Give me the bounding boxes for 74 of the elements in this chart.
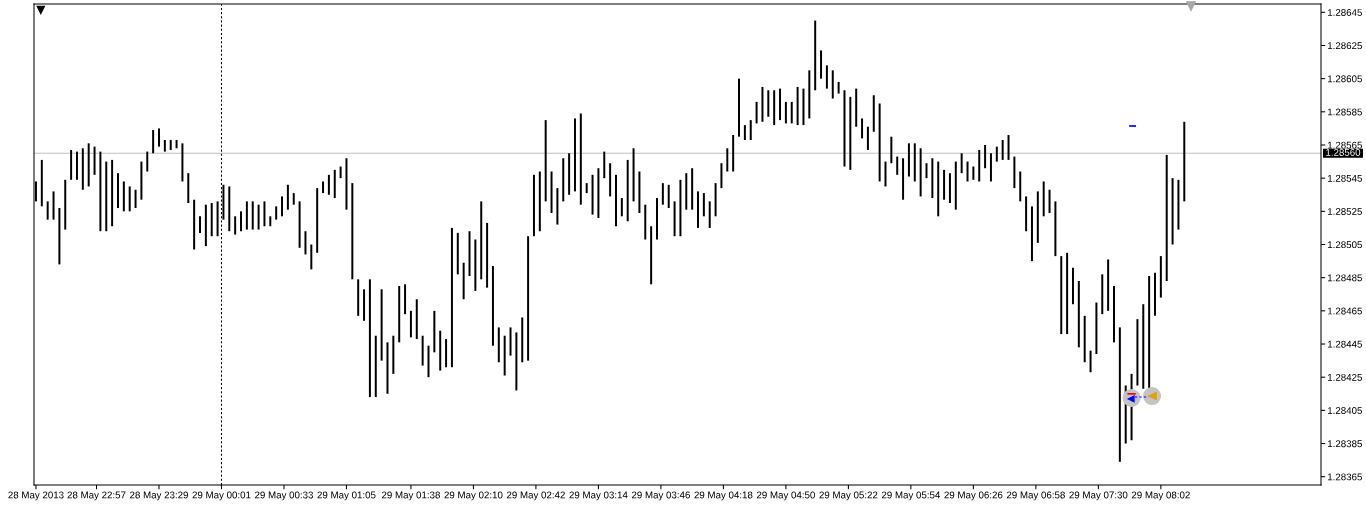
bar — [1042, 181, 1045, 217]
y-tick-label: 1.28505 — [1327, 241, 1362, 249]
x-tick-label: 29 May 02:10 — [444, 491, 503, 501]
bar — [673, 201, 676, 237]
bar — [46, 201, 49, 220]
bar — [52, 191, 55, 220]
y-tick-label: 1.28625 — [1327, 42, 1362, 50]
x-tick-label: 29 May 01:05 — [317, 491, 376, 501]
bar — [157, 128, 160, 147]
bar — [884, 161, 887, 187]
bar — [831, 70, 834, 99]
bar — [626, 159, 629, 222]
x-tick-label: 29 May 02:42 — [506, 491, 565, 501]
bar — [890, 136, 893, 164]
x-tick-label: 29 May 06:26 — [944, 491, 1003, 501]
y-tick-label: 1.28585 — [1327, 108, 1362, 116]
bar — [620, 198, 623, 217]
bar — [152, 130, 155, 154]
bar — [1142, 304, 1145, 389]
x-tick-label: 29 May 05:54 — [881, 491, 941, 501]
x-tick-label: 28 May 23:29 — [130, 491, 188, 501]
x-tick-label: 28 May 22:57 — [67, 491, 126, 501]
x-tick-label: 29 May 00:33 — [255, 491, 314, 501]
x-tick-label: 29 May 04:50 — [756, 491, 815, 501]
x-tick-label: 29 May 05:22 — [819, 491, 878, 501]
bar — [1036, 191, 1039, 243]
x-tick-label: 28 May 2013 — [8, 491, 64, 501]
x-tick-label: 29 May 07:30 — [1069, 491, 1128, 501]
bar — [989, 153, 992, 182]
bar — [263, 201, 266, 227]
y-tick-label: 1.28485 — [1327, 274, 1362, 282]
bar — [726, 148, 729, 172]
bar — [937, 161, 940, 217]
ref-line-label: 1.28560 — [1326, 149, 1361, 156]
y-tick-label: 1.28445 — [1327, 340, 1362, 348]
bar — [515, 332, 518, 391]
bar — [415, 299, 418, 340]
x-tick-label: 29 May 03:14 — [569, 491, 628, 501]
y-tick-label: 1.28425 — [1327, 373, 1362, 381]
bar — [363, 289, 366, 321]
x-tick-label: 29 May 06:58 — [1006, 491, 1065, 501]
bar — [257, 204, 260, 230]
y-tick-label: 1.28365 — [1327, 473, 1362, 481]
bar — [316, 188, 319, 253]
bar — [462, 262, 465, 300]
bar — [779, 88, 782, 121]
x-tick-label: 29 May 03:46 — [631, 491, 690, 501]
bar — [204, 204, 207, 247]
bar — [1095, 302, 1098, 354]
y-tick-label: 1.28645 — [1327, 9, 1362, 16]
bar — [105, 161, 108, 232]
y-tick-label: 1.28405 — [1327, 407, 1362, 414]
bar — [310, 244, 313, 270]
bar — [837, 81, 840, 94]
bar — [1089, 350, 1092, 373]
bar — [468, 231, 471, 277]
bar — [568, 153, 571, 195]
bar — [210, 203, 213, 237]
bar — [679, 179, 682, 237]
bar — [732, 135, 735, 172]
x-tick-label: 29 May 08:02 — [1131, 491, 1190, 501]
y-tick-label: 1.28605 — [1327, 75, 1362, 83]
x-tick-label: 29 May 04:18 — [694, 491, 753, 501]
y-tick-label: 1.28545 — [1327, 174, 1362, 182]
y-tick-label: 1.28565 — [1327, 141, 1362, 149]
bar — [521, 317, 524, 363]
y-tick-label: 1.28385 — [1327, 440, 1362, 448]
x-tick-label: 29 May 01:38 — [381, 491, 440, 501]
x-tick-label: 29 May 00:01 — [192, 491, 251, 501]
bar — [784, 101, 787, 124]
bar — [99, 151, 102, 232]
bar — [573, 118, 576, 192]
y-tick-label: 1.28465 — [1327, 307, 1362, 315]
y-tick-label: 1.28525 — [1327, 208, 1362, 215]
